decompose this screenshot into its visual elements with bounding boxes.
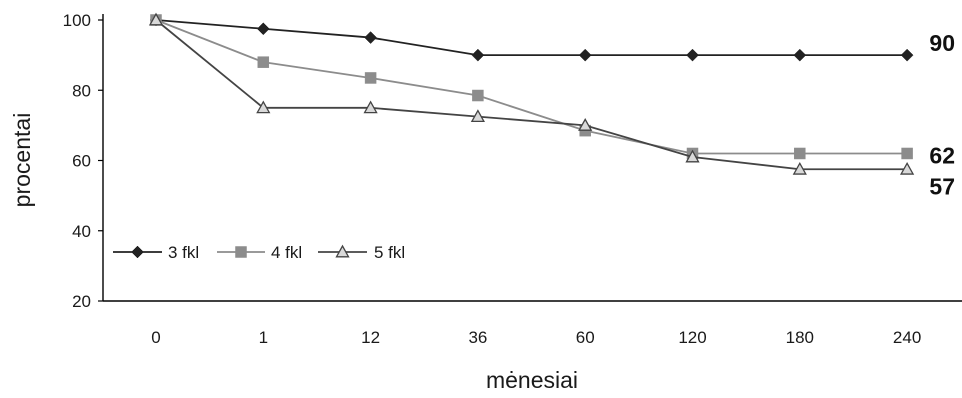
data-point <box>578 118 593 131</box>
legend-label: 4 fkl <box>271 243 302 262</box>
data-point <box>470 109 486 123</box>
data-point <box>472 89 484 102</box>
data-point <box>899 161 915 175</box>
end-value-label: 90 <box>929 30 955 56</box>
x-tick-label: 240 <box>893 328 921 347</box>
data-point <box>364 72 377 84</box>
data-point <box>901 147 913 160</box>
y-tick-label: 20 <box>72 292 91 311</box>
data-point <box>256 100 271 114</box>
data-point <box>256 22 270 36</box>
x-tick-label: 1 <box>259 328 268 347</box>
legend-marker <box>235 246 247 258</box>
y-tick-label: 80 <box>72 81 91 100</box>
series-line <box>155 19 908 171</box>
y-axis-title: procentai <box>9 113 35 208</box>
x-tick-label: 120 <box>678 328 706 347</box>
legend-entry: 5 fkl <box>318 243 405 262</box>
series-5-fkl <box>148 12 915 175</box>
x-tick-label: 180 <box>786 328 814 347</box>
data-point <box>364 31 377 44</box>
x-tick-label: 36 <box>468 328 487 347</box>
series-layer <box>148 12 915 175</box>
legend-label: 3 fkl <box>168 243 199 262</box>
data-point <box>794 147 806 160</box>
data-point <box>257 56 270 68</box>
axes-layer: 20 40 60 80 100 0 1 12 36 60 120 180 240 <box>63 11 962 347</box>
x-tick-label: 60 <box>576 328 595 347</box>
legend-entry: 4 fkl <box>217 243 302 262</box>
data-point <box>792 161 807 175</box>
data-point <box>900 48 914 62</box>
data-point <box>685 149 700 163</box>
x-axis-title: mėnesiai <box>486 367 578 393</box>
data-point <box>363 100 378 114</box>
legend-label: 5 fkl <box>374 243 405 262</box>
legend-entry: 3 fkl <box>113 243 199 262</box>
data-point <box>148 12 164 26</box>
data-point <box>578 48 592 62</box>
y-tick-label: 40 <box>72 222 91 241</box>
y-tick-label: 60 <box>72 152 91 171</box>
series-4-fkl <box>150 14 913 160</box>
labels-layer: mėnesiai procentai 90 62 57 <box>9 30 955 393</box>
end-value-label: 62 <box>929 142 955 168</box>
series-line <box>155 19 908 57</box>
series-line <box>155 19 908 155</box>
legend-marker <box>335 244 350 258</box>
x-tick-label: 12 <box>361 328 380 347</box>
data-point <box>793 48 807 62</box>
legend-marker <box>131 245 144 259</box>
series-3-fkl <box>149 13 914 62</box>
y-tick-label: 100 <box>63 11 91 30</box>
legend: 3 fkl 4 fkl 5 fkl <box>113 243 405 262</box>
end-value-label: 57 <box>929 173 955 199</box>
data-point <box>471 48 485 62</box>
data-point <box>686 48 699 62</box>
x-tick-label: 0 <box>151 328 160 347</box>
